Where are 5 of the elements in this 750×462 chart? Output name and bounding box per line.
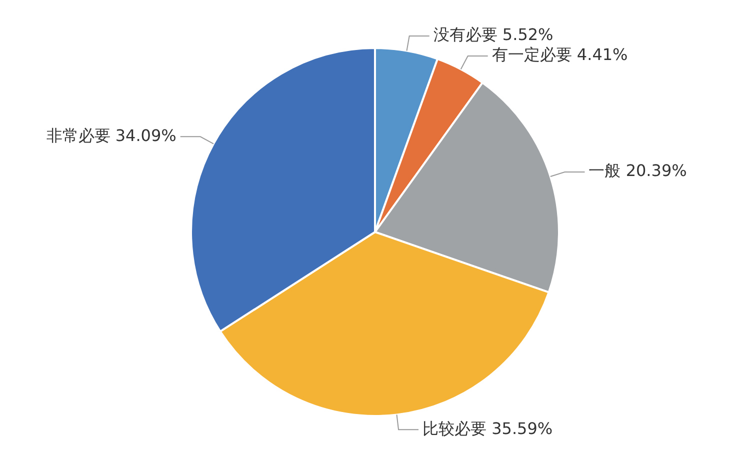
- slice-label: 比较必要 35.59%: [422, 418, 553, 438]
- slice-label: 一般 20.39%: [588, 161, 687, 180]
- slice-label: 非常必要 34.09%: [46, 126, 176, 145]
- slice-label: 有一定必要 4.41%: [492, 45, 628, 64]
- slice-label: 没有必要 5.52%: [433, 25, 554, 44]
